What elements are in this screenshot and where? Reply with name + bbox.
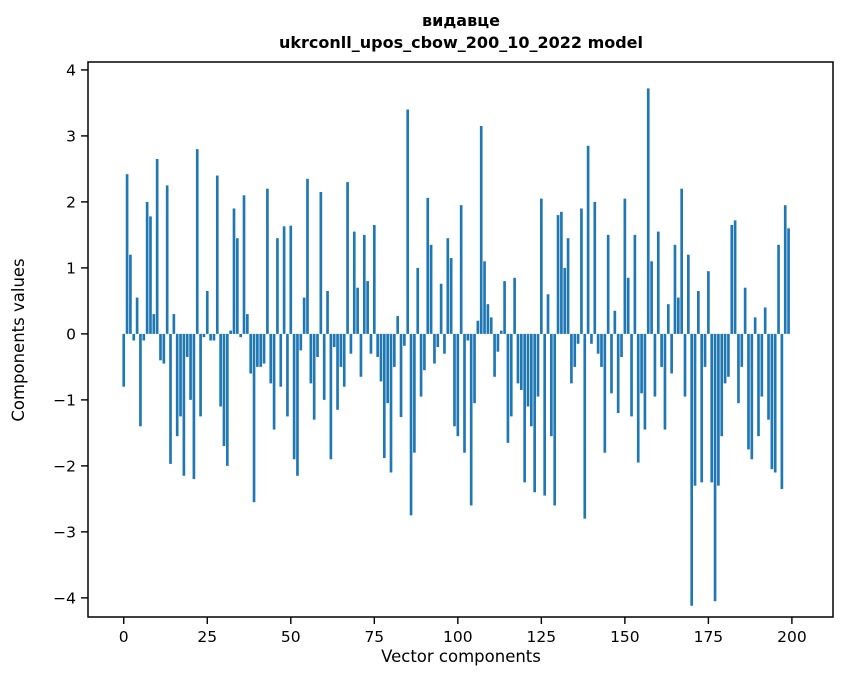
x-tick-label: 100 xyxy=(443,628,473,646)
x-tick-label: 125 xyxy=(527,628,557,646)
y-tick-label: −2 xyxy=(53,457,76,475)
chart-subtitle: ukrconll_upos_cbow_200_10_2022 model xyxy=(279,33,643,52)
y-tick-label: 3 xyxy=(66,127,76,145)
y-tick-label: 2 xyxy=(66,193,76,211)
x-tick-label: 150 xyxy=(610,628,640,646)
x-tick-label: 200 xyxy=(777,628,807,646)
x-tick-label: 75 xyxy=(364,628,384,646)
y-tick-label: 0 xyxy=(66,325,76,343)
y-tick-label: −4 xyxy=(53,589,76,607)
x-axis-label: Vector components xyxy=(381,647,541,666)
chart-title: видавце xyxy=(422,11,500,30)
y-axis-label: Components values xyxy=(9,258,28,421)
x-tick-label: 25 xyxy=(197,628,217,646)
y-axis-ticks: −4 −3 −2 −1 0 1 2 3 4 xyxy=(53,61,88,607)
y-tick-label: 4 xyxy=(66,61,76,79)
x-tick-label: 175 xyxy=(694,628,724,646)
y-tick-label: 1 xyxy=(66,259,76,277)
y-tick-label: −1 xyxy=(53,391,76,409)
bars xyxy=(122,88,790,606)
y-tick-label: −3 xyxy=(53,523,76,541)
x-tick-label: 0 xyxy=(119,628,129,646)
x-tick-label: 50 xyxy=(281,628,301,646)
x-axis-ticks: 0 25 50 75 100 125 150 175 200 xyxy=(119,617,807,646)
plot-area-border xyxy=(87,61,834,618)
